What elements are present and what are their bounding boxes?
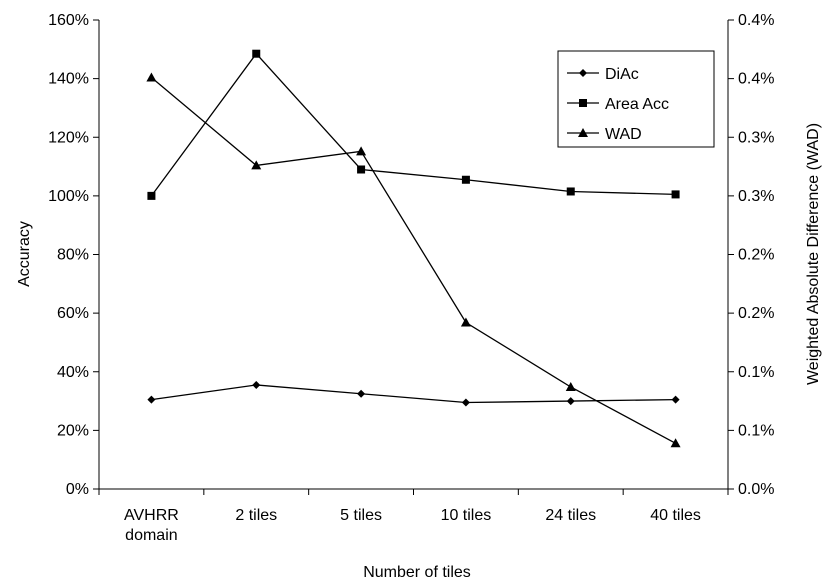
- data-point: [566, 397, 575, 406]
- ticks: 0% 20% 40% 60% 80% 100% 120% 140% 160% 0.0% 0.1% 0.…: [48, 12, 774, 544]
- data-point: [461, 175, 470, 184]
- x-tick-label: AVHRR domain: [124, 507, 179, 544]
- legend-marker: [578, 128, 588, 137]
- series-line: [150, 76, 676, 444]
- x-tick-label: 2 tiles: [235, 507, 277, 524]
- y-tick-label: 0%: [66, 481, 89, 498]
- y-tick-label: 40%: [57, 364, 89, 381]
- data-point: [671, 395, 680, 404]
- data-point: [566, 187, 575, 196]
- legend-item: WAD: [567, 126, 642, 143]
- data-point: [565, 381, 576, 391]
- x-tick-label: 24 tiles: [545, 507, 596, 524]
- data-point: [460, 317, 471, 327]
- data-point: [670, 438, 681, 448]
- y-tick-label: 20%: [57, 422, 89, 439]
- y2-tick-label: 0.0%: [738, 481, 774, 498]
- y-tick-label: 120%: [48, 129, 89, 146]
- legend-label: Area Acc: [605, 96, 669, 113]
- data-point: [146, 72, 157, 82]
- y-tick-label: 60%: [57, 305, 89, 322]
- y2-tick-label: 0.1%: [738, 422, 774, 439]
- data-point: [671, 190, 680, 199]
- legend-item: Area Acc: [567, 96, 669, 113]
- series-line: [151, 384, 676, 404]
- y-axis-label: Accuracy: [16, 221, 33, 287]
- y-tick-label: 100%: [48, 188, 89, 205]
- data-point: [252, 49, 261, 58]
- data-point: [356, 146, 367, 156]
- y2-axis-label: Weighted Absolute Difference (WAD): [805, 123, 822, 385]
- legend-marker: [579, 69, 587, 77]
- legend-item: DiAc: [567, 66, 639, 83]
- y2-tick-label: 0.2%: [738, 247, 774, 264]
- y2-tick-label: 0.3%: [738, 129, 774, 146]
- y2-tick-label: 0.3%: [738, 188, 774, 205]
- series-diac: [147, 380, 680, 407]
- y-tick-label: 80%: [57, 247, 89, 264]
- series-area-acc: [147, 49, 680, 200]
- data-point: [461, 398, 470, 407]
- x-tick-label: 40 tiles: [650, 507, 701, 524]
- legend-items: DiAc Area Acc WAD: [567, 66, 669, 143]
- y2-tick-label: 0.2%: [738, 305, 774, 322]
- series-wad: [146, 72, 681, 448]
- legend-marker: [579, 99, 587, 107]
- legend-label: DiAc: [605, 66, 639, 83]
- y-tick-label: 160%: [48, 12, 89, 29]
- data-point: [252, 380, 261, 389]
- x-tick-label: 5 tiles: [340, 507, 382, 524]
- series-line: [150, 52, 676, 197]
- data-point: [147, 191, 156, 200]
- x-tick-label: 10 tiles: [441, 507, 492, 524]
- data-point: [251, 160, 262, 170]
- legend: DiAc Area Acc WAD: [557, 50, 715, 148]
- x-axis-label: Number of tiles: [363, 564, 471, 581]
- y2-tick-label: 0.1%: [738, 364, 774, 381]
- series-layer: [146, 49, 681, 448]
- data-point: [357, 165, 366, 174]
- y-tick-label: 140%: [48, 71, 89, 88]
- data-point: [357, 389, 366, 398]
- legend-label: WAD: [605, 126, 642, 143]
- data-point: [147, 395, 156, 404]
- y2-tick-label: 0.4%: [738, 71, 774, 88]
- y2-tick-label: 0.4%: [738, 12, 774, 29]
